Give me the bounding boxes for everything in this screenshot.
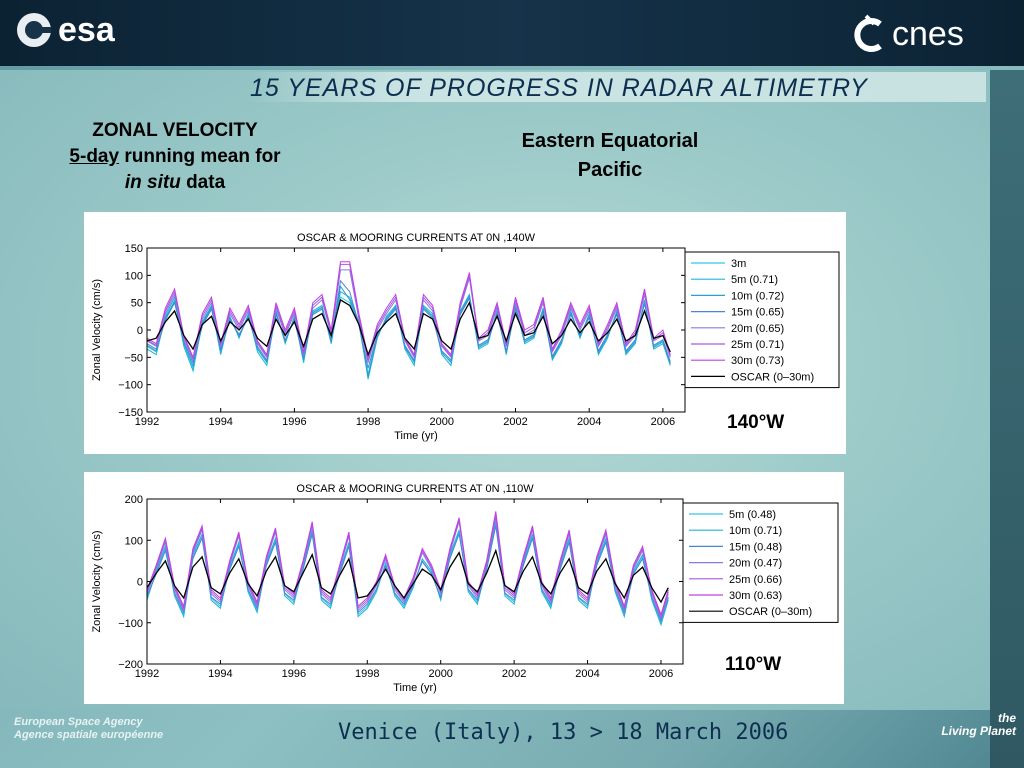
footer-living-planet-name: Living Planet (941, 724, 1016, 738)
series-line-3 (147, 517, 669, 621)
x-tick-label-7: 2006 (649, 668, 673, 680)
chart-panel-140w: OSCAR & MOORING CURRENTS AT 0N ,140W 1992… (84, 212, 846, 454)
legend-label-0: 3m (731, 258, 746, 270)
footer-living-planet: the Living Planet (936, 712, 1016, 738)
cnes-logo-text: cnes (892, 14, 964, 53)
y-tick-label-0: −150 (118, 407, 143, 419)
slide-subtitle: Eastern Equatorial Pacific (480, 127, 740, 185)
x-tick-label-0: 1992 (135, 416, 159, 428)
y-axis-label: Zonal Velocity (cm/s) (91, 530, 103, 632)
legend-label-0: 5m (0.48) (729, 509, 776, 521)
legend-label-1: 10m (0.71) (729, 525, 782, 537)
x-tick-label-5: 2002 (502, 668, 526, 680)
cnes-logo: cnes (852, 14, 964, 54)
x-tick-label-1: 1994 (208, 668, 232, 680)
x-tick-label-4: 2000 (428, 668, 452, 680)
y-tick-label-6: 150 (125, 243, 143, 255)
footer-agency-fr: Agence spatiale européenne (14, 729, 164, 741)
x-axis-label: Time (yr) (393, 682, 437, 694)
banner-strip (246, 72, 986, 102)
series-line-2 (147, 525, 669, 623)
x-tick-label-2: 1996 (282, 668, 306, 680)
plot-frame (146, 247, 686, 413)
x-tick-label-5: 2002 (503, 416, 527, 428)
y-tick-label-3: 100 (125, 535, 143, 547)
title-underlined-term: 5-day (69, 146, 120, 167)
footer-living-planet-the: the (998, 711, 1016, 725)
plot-series-group (147, 261, 671, 380)
series-line-0 (147, 523, 669, 625)
x-axis-label: Time (yr) (394, 430, 438, 442)
esa-globe-icon (17, 13, 51, 47)
legend-label-2: 15m (0.48) (729, 541, 782, 553)
legend-label-5: 25m (0.71) (731, 339, 784, 351)
series-line-5 (147, 263, 671, 361)
legend-label-7: OSCAR (0–30m) (731, 371, 814, 383)
subtitle-line-2: Pacific (577, 159, 643, 181)
legend-label-1: 5m (0.71) (731, 274, 778, 286)
y-tick-label-0: −200 (118, 659, 143, 671)
right-edge-band (990, 70, 1024, 768)
title-line-2: 5-day running mean for (20, 144, 330, 170)
chart-title: OSCAR & MOORING CURRENTS AT 0N ,140W (297, 232, 536, 244)
series-line-4 (147, 515, 669, 619)
chart-title: OSCAR & MOORING CURRENTS AT 0N ,110W (296, 483, 534, 495)
title-italic-term: in situ (124, 172, 181, 193)
plot-series-group (147, 511, 669, 627)
legend-label-5: 30m (0.63) (729, 590, 782, 602)
y-tick-label-2: 0 (137, 577, 143, 589)
footer-agency-en: European Space Agency (14, 716, 143, 728)
header-bar (0, 0, 1024, 66)
legend-label-4: 20m (0.65) (731, 323, 784, 335)
esa-logo: esa (14, 10, 115, 50)
footer-agency: European Space Agency Agence spatiale eu… (14, 716, 163, 742)
series-line-7 (147, 298, 671, 357)
series-line-4 (147, 269, 671, 363)
cnes-swirl-icon (854, 14, 882, 52)
x-tick-label-3: 1998 (356, 416, 380, 428)
legend-label-2: 10m (0.72) (731, 290, 784, 302)
esa-logo-text: esa (58, 10, 115, 49)
legend-label-3: 20m (0.47) (729, 558, 782, 570)
series-line-5 (147, 511, 669, 617)
legend-box (684, 251, 840, 389)
y-tick-label-5: 100 (125, 270, 143, 282)
y-tick-label-1: −100 (118, 618, 143, 630)
y-tick-label-3: 0 (137, 325, 143, 337)
chart-panel-110w: OSCAR & MOORING CURRENTS AT 0N ,110W 1992… (84, 472, 844, 704)
y-tick-label-2: −50 (124, 352, 143, 364)
series-line-3 (147, 279, 671, 369)
y-tick-label-4: 50 (131, 298, 143, 310)
banner-title: 15 YEARS OF PROGRESS IN RADAR ALTIMETRY (250, 74, 868, 102)
series-line-1 (147, 521, 669, 627)
x-tick-label-6: 2004 (575, 668, 599, 680)
x-tick-label-3: 1998 (355, 668, 379, 680)
chart-110w: OSCAR & MOORING CURRENTS AT 0N ,110W 1992… (91, 483, 839, 694)
legend-label-4: 25m (0.66) (729, 574, 782, 586)
x-tick-label-4: 2000 (430, 416, 454, 428)
y-tick-label-4: 200 (125, 494, 143, 506)
series-line-6 (147, 261, 671, 359)
legend-label-6: 30m (0.73) (731, 355, 784, 367)
title-line-3: in situ data (20, 170, 330, 196)
footer-venue: Venice (Italy), 13 > 18 March 2006 (338, 720, 789, 745)
legend-label-6: OSCAR (0–30m) (729, 606, 812, 618)
chart-140w: OSCAR & MOORING CURRENTS AT 0N ,140W 1992… (91, 232, 840, 442)
longitude-label-140w: 140°W (727, 412, 785, 433)
x-tick-label-1: 1994 (208, 416, 232, 428)
legend-label-3: 15m (0.65) (731, 307, 784, 319)
y-tick-label-1: −100 (118, 380, 143, 392)
x-tick-label-6: 2004 (577, 416, 601, 428)
series-line-6 (147, 548, 669, 604)
title-line-2-rest: running mean for (119, 146, 281, 167)
x-tick-label-2: 1996 (282, 416, 306, 428)
title-line-1: ZONAL VELOCITY (92, 120, 258, 141)
slide-title: ZONAL VELOCITY 5-day running mean for in… (20, 118, 330, 196)
longitude-label-110w: 110°W (725, 654, 782, 675)
x-tick-label-0: 1992 (135, 668, 159, 680)
subtitle-line-1: Eastern Equatorial (521, 130, 699, 152)
y-axis-label: Zonal Velocity (cm/s) (91, 279, 103, 381)
title-line-3-rest: data (180, 172, 226, 193)
x-tick-label-7: 2006 (651, 416, 675, 428)
